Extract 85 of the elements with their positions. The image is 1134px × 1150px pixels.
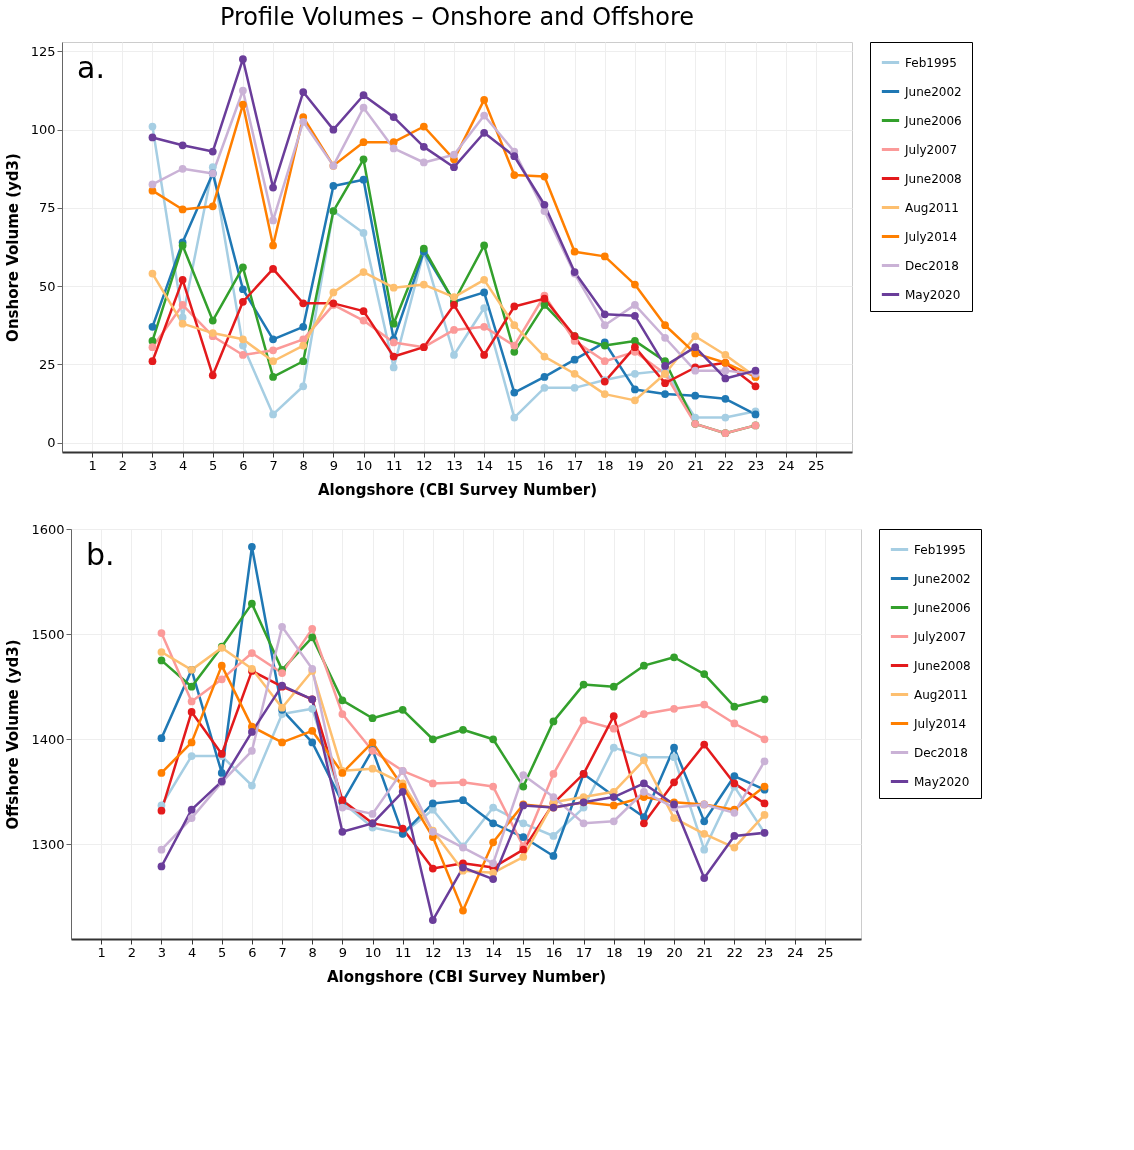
x-tick-label: 19 bbox=[636, 944, 653, 960]
x-tick-label: 3 bbox=[157, 944, 167, 960]
x-tick-label: 13 bbox=[446, 457, 463, 473]
x-tick-label: 4 bbox=[178, 457, 188, 473]
x-axis-title: Alongshore (CBI Survey Number) bbox=[326, 967, 607, 986]
y-tick-label: 75 bbox=[38, 200, 56, 216]
legend-label: Dec2018 bbox=[905, 258, 959, 273]
x-tick-label: 22 bbox=[726, 944, 744, 960]
x-tick-label: 5 bbox=[218, 944, 227, 960]
x-tick-label: 1 bbox=[97, 944, 106, 960]
y-tick-label: 1300 bbox=[31, 836, 65, 852]
y-axis-title: Onshore Volume (yd3) bbox=[3, 153, 22, 342]
legend-label: Feb1995 bbox=[914, 542, 966, 557]
x-tick-label: 16 bbox=[545, 944, 563, 960]
legend-label: June2006 bbox=[913, 600, 971, 615]
legend-label: May2020 bbox=[914, 774, 970, 789]
x-tick-label: 8 bbox=[299, 457, 308, 473]
legend-label: June2002 bbox=[913, 571, 971, 586]
x-tick-label: 7 bbox=[278, 944, 287, 960]
x-tick-label: 14 bbox=[485, 944, 502, 960]
x-tick-label: 17 bbox=[566, 457, 584, 473]
x-tick-label: 20 bbox=[657, 457, 674, 473]
x-tick-label: 15 bbox=[506, 457, 524, 473]
legend-label: June2008 bbox=[913, 658, 971, 673]
legend-label: Aug2011 bbox=[914, 687, 968, 702]
chart-title: Profile Volumes – Onshore and Offshore bbox=[219, 2, 695, 31]
y-tick-label: 100 bbox=[30, 122, 56, 138]
x-tick-label: 3 bbox=[148, 457, 158, 473]
x-tick-label: 19 bbox=[627, 457, 644, 473]
x-tick-label: 17 bbox=[575, 944, 593, 960]
x-axis-title: Alongshore (CBI Survey Number) bbox=[317, 480, 598, 499]
x-tick-label: 12 bbox=[425, 944, 442, 960]
legend-label: June2002 bbox=[904, 84, 962, 99]
x-tick-label: 11 bbox=[385, 457, 403, 473]
x-tick-label: 13 bbox=[455, 944, 472, 960]
x-tick-label: 18 bbox=[596, 457, 614, 473]
legend-label: July2007 bbox=[913, 629, 967, 644]
legend-label: Feb1995 bbox=[905, 55, 957, 70]
x-tick-label: 21 bbox=[696, 944, 713, 960]
x-tick-label: 25 bbox=[817, 944, 834, 960]
x-tick-label: 7 bbox=[269, 457, 278, 473]
x-tick-label: 2 bbox=[127, 944, 136, 960]
x-tick-label: 8 bbox=[308, 944, 317, 960]
y-tick-label: 1400 bbox=[31, 731, 65, 747]
legend-label: May2020 bbox=[905, 287, 961, 302]
y-tick-label: 25 bbox=[38, 356, 56, 372]
x-tick-label: 5 bbox=[209, 457, 218, 473]
legend-label: Dec2018 bbox=[914, 745, 968, 760]
x-tick-label: 10 bbox=[355, 457, 373, 473]
legend-label: July2014 bbox=[904, 229, 958, 244]
x-tick-label: 24 bbox=[786, 944, 804, 960]
x-tick-label: 18 bbox=[605, 944, 623, 960]
x-tick-label: 23 bbox=[756, 944, 774, 960]
x-tick-label: 4 bbox=[187, 944, 197, 960]
legend-label: June2006 bbox=[904, 113, 962, 128]
x-tick-label: 11 bbox=[394, 944, 412, 960]
x-tick-label: 1 bbox=[88, 457, 97, 473]
y-tick-label: 1500 bbox=[31, 626, 65, 642]
y-tick-label: 1600 bbox=[31, 521, 65, 537]
x-tick-label: 16 bbox=[536, 457, 554, 473]
x-tick-label: 9 bbox=[338, 944, 348, 960]
x-tick-label: 25 bbox=[808, 457, 825, 473]
y-tick-label: 50 bbox=[38, 278, 56, 294]
annotation: a. bbox=[77, 50, 105, 85]
x-tick-label: 15 bbox=[515, 944, 533, 960]
legend-label: July2014 bbox=[913, 716, 967, 731]
x-tick-label: 6 bbox=[239, 457, 248, 473]
x-tick-label: 14 bbox=[476, 457, 493, 473]
x-tick-label: 20 bbox=[666, 944, 683, 960]
x-tick-label: 2 bbox=[118, 457, 127, 473]
legend-label: July2007 bbox=[904, 142, 958, 157]
y-axis-title: Offshore Volume (yd3) bbox=[4, 639, 23, 830]
x-tick-label: 24 bbox=[777, 457, 795, 473]
x-tick-label: 22 bbox=[717, 457, 735, 473]
legend-label: June2008 bbox=[904, 171, 962, 186]
x-tick-label: 12 bbox=[416, 457, 433, 473]
x-tick-label: 21 bbox=[687, 457, 704, 473]
y-tick-label: 0 bbox=[47, 435, 56, 451]
x-tick-label: 10 bbox=[364, 944, 382, 960]
x-tick-label: 9 bbox=[329, 457, 339, 473]
x-tick-label: 6 bbox=[248, 944, 257, 960]
annotation: b. bbox=[86, 537, 115, 572]
y-tick-label: 125 bbox=[30, 43, 56, 59]
legend-label: Aug2011 bbox=[905, 200, 959, 215]
x-tick-label: 23 bbox=[747, 457, 765, 473]
